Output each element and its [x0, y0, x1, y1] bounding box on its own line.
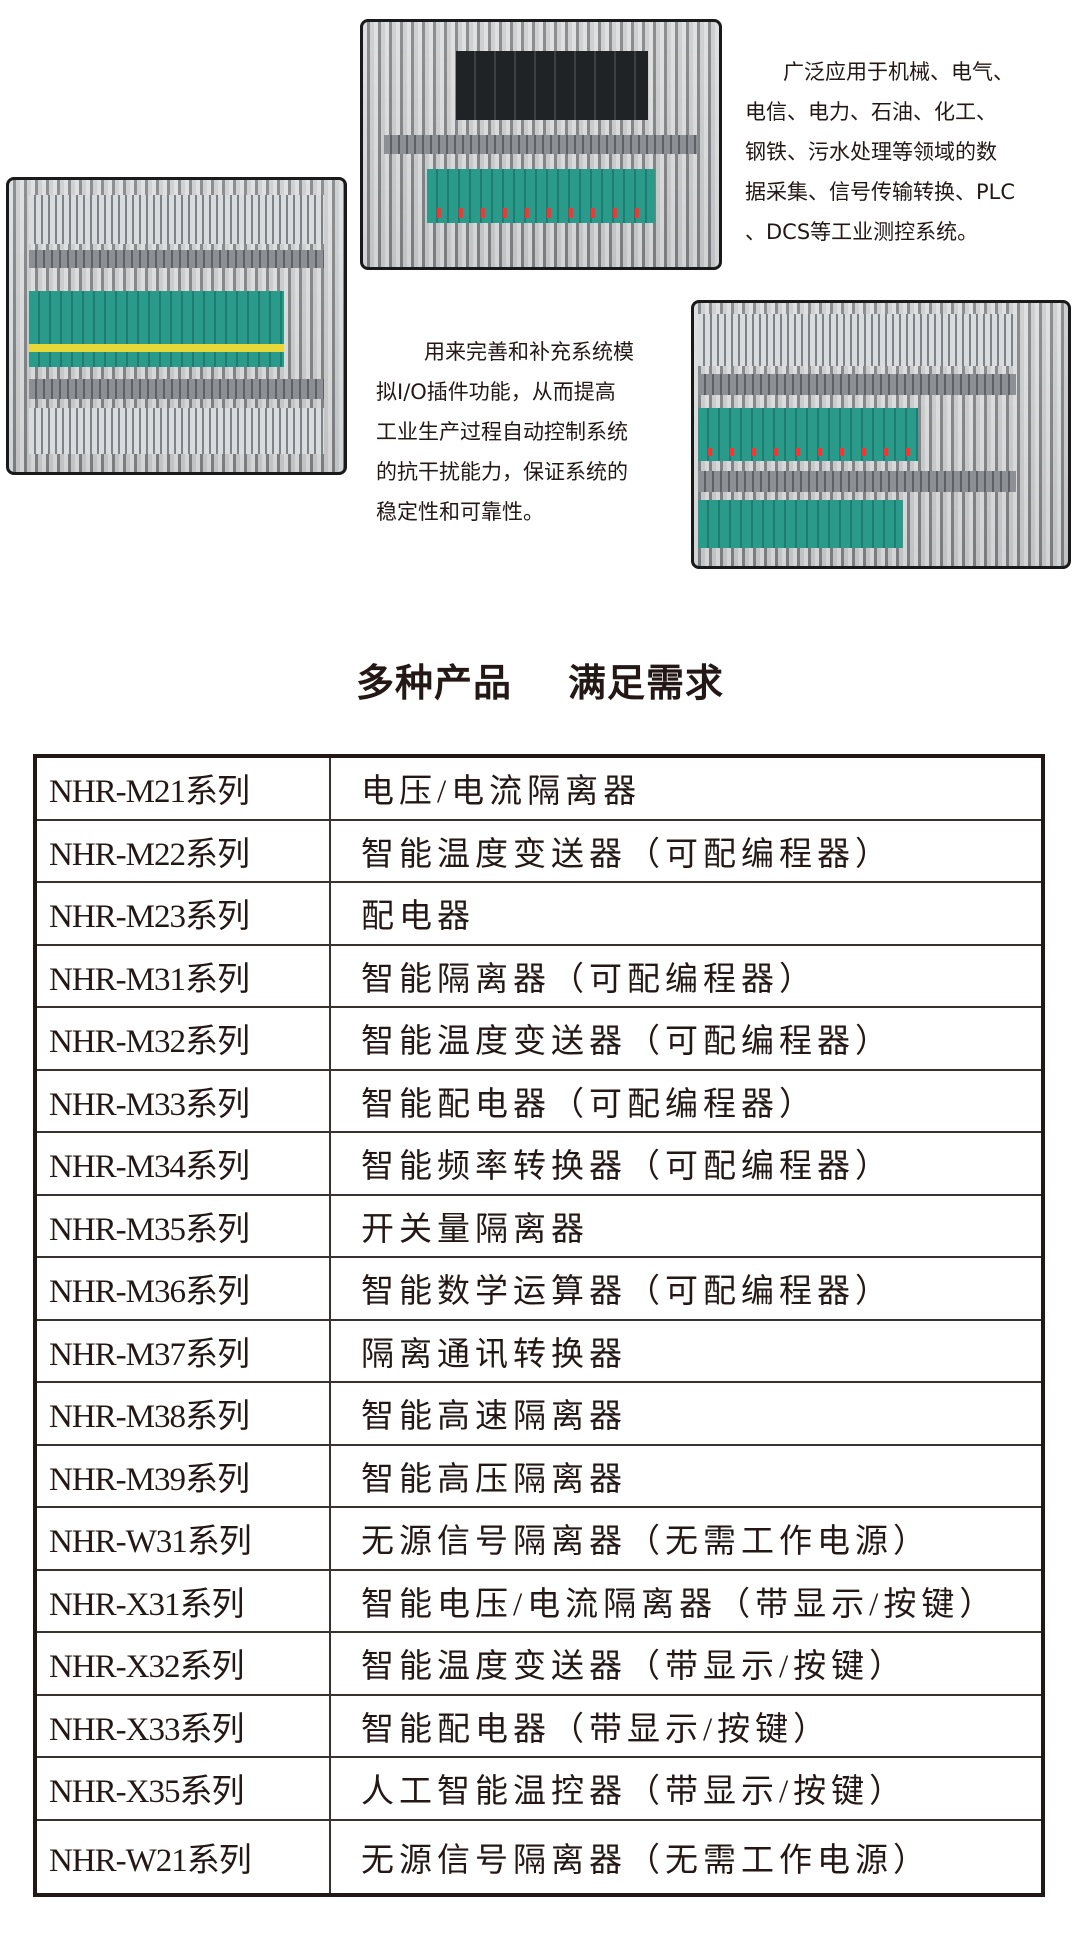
table-row: NHR-M38系列 智能高速隔离器 — [34, 1381, 1044, 1446]
table-row: NHR-M21系列 电压/电流隔离器 — [34, 755, 1044, 821]
product-model: NHR-M33系列 — [34, 1068, 331, 1133]
table-row: NHR-M33系列 智能配电器（可配编程器） — [34, 1068, 1044, 1133]
product-description: 智能高速隔离器 — [329, 1381, 1044, 1446]
product-model: NHR-X35系列 — [34, 1756, 331, 1821]
table-row: NHR-M39系列 智能高压隔离器 — [34, 1443, 1044, 1508]
product-model: NHR-M21系列 — [34, 755, 331, 821]
text-line: 据采集、信号传输转换、PLC — [745, 180, 1016, 204]
product-model: NHR-M38系列 — [34, 1381, 331, 1446]
text-line: 的抗干扰能力，保证系统的 — [376, 460, 628, 484]
text-line: 电信、电力、石油、化工、 — [745, 100, 997, 124]
application-description: 广泛应用于机械、电气、 电信、电力、石油、化工、 钢铁、污水处理等领域的数 据采… — [745, 52, 1015, 252]
product-description: 配电器 — [329, 881, 1044, 946]
table-row: NHR-M22系列 智能温度变送器（可配编程器） — [34, 818, 1044, 883]
cabinet-photo-plc — [360, 19, 722, 270]
product-model: NHR-M36系列 — [34, 1256, 331, 1321]
product-description: 开关量隔离器 — [329, 1193, 1044, 1258]
product-description: 电压/电流隔离器 — [329, 755, 1044, 821]
heading-part-2: 满足需求 — [568, 661, 725, 705]
product-model: NHR-X33系列 — [34, 1693, 331, 1758]
product-model: NHR-M35系列 — [34, 1193, 331, 1258]
function-description: 用来完善和补充系统模 拟I/O插件功能，从而提高 工业生产过程自动控制系统 的抗… — [376, 332, 634, 532]
product-model: NHR-X32系列 — [34, 1631, 331, 1696]
product-model: NHR-M22系列 — [34, 818, 331, 883]
table-row: NHR-X33系列 智能配电器（带显示/按键） — [34, 1693, 1044, 1758]
product-model: NHR-W31系列 — [34, 1506, 331, 1571]
product-description: 智能温度变送器（带显示/按键） — [329, 1631, 1044, 1696]
text-line: 钢铁、污水处理等领域的数 — [745, 140, 997, 164]
product-description: 无源信号隔离器（无需工作电源） — [329, 1506, 1044, 1571]
product-description: 智能配电器（可配编程器） — [329, 1068, 1044, 1133]
product-description: 智能数学运算器（可配编程器） — [329, 1256, 1044, 1321]
product-description: 智能电压/电流隔离器（带显示/按键） — [329, 1568, 1044, 1633]
product-description: 智能频率转换器（可配编程器） — [329, 1131, 1044, 1196]
text-line: 拟I/O插件功能，从而提高 — [376, 380, 616, 404]
table-row: NHR-M31系列 智能隔离器（可配编程器） — [34, 943, 1044, 1008]
cabinet-photo-isolators — [6, 177, 347, 475]
product-model: NHR-M31系列 — [34, 943, 331, 1008]
product-description: 无源信号隔离器（无需工作电源） — [329, 1818, 1044, 1896]
product-description: 隔离通讯转换器 — [329, 1318, 1044, 1383]
product-description: 人工智能温控器（带显示/按键） — [329, 1756, 1044, 1821]
product-description: 智能温度变送器（可配编程器） — [329, 1006, 1044, 1071]
table-row: NHR-W31系列 无源信号隔离器（无需工作电源） — [34, 1506, 1044, 1571]
table-row: NHR-M32系列 智能温度变送器（可配编程器） — [34, 1006, 1044, 1071]
text-line: 稳定性和可靠性。 — [376, 500, 544, 524]
product-description: 智能隔离器（可配编程器） — [329, 943, 1044, 1008]
table-row: NHR-M37系列 隔离通讯转换器 — [34, 1318, 1044, 1383]
heading-part-1: 多种产品 — [355, 661, 512, 705]
table-row: NHR-X31系列 智能电压/电流隔离器（带显示/按键） — [34, 1568, 1044, 1633]
product-model: NHR-M39系列 — [34, 1443, 331, 1508]
text-line: 用来完善和补充系统模 — [424, 340, 634, 364]
table-row: NHR-X32系列 智能温度变送器（带显示/按键） — [34, 1631, 1044, 1696]
table-row: NHR-M34系列 智能频率转换器（可配编程器） — [34, 1131, 1044, 1196]
text-line: 工业生产过程自动控制系统 — [376, 420, 628, 444]
section-heading: 多种产品 满足需求 — [0, 652, 1080, 707]
product-description: 智能配电器（带显示/按键） — [329, 1693, 1044, 1758]
table-row: NHR-M23系列 配电器 — [34, 881, 1044, 946]
product-table: NHR-M21系列 电压/电流隔离器 NHR-M22系列 智能温度变送器（可配编程器）… — [33, 754, 1045, 1897]
table-row: NHR-M36系列 智能数学运算器（可配编程器） — [34, 1256, 1044, 1321]
product-model: NHR-X31系列 — [34, 1568, 331, 1633]
table-row: NHR-W21系列 无源信号隔离器（无需工作电源） — [34, 1818, 1044, 1896]
product-model: NHR-W21系列 — [34, 1818, 331, 1896]
product-model: NHR-M23系列 — [34, 881, 331, 946]
text-line: 广泛应用于机械、电气、 — [783, 60, 1014, 84]
product-model: NHR-M32系列 — [34, 1006, 331, 1071]
table-row: NHR-X35系列 人工智能温控器（带显示/按键） — [34, 1756, 1044, 1821]
product-description: 智能高压隔离器 — [329, 1443, 1044, 1508]
product-model: NHR-M34系列 — [34, 1131, 331, 1196]
text-line: 、DCS等工业测控系统。 — [745, 220, 979, 244]
product-model: NHR-M37系列 — [34, 1318, 331, 1383]
table-row: NHR-M35系列 开关量隔离器 — [34, 1193, 1044, 1258]
cabinet-photo-modules — [691, 300, 1071, 569]
product-description: 智能温度变送器（可配编程器） — [329, 818, 1044, 883]
